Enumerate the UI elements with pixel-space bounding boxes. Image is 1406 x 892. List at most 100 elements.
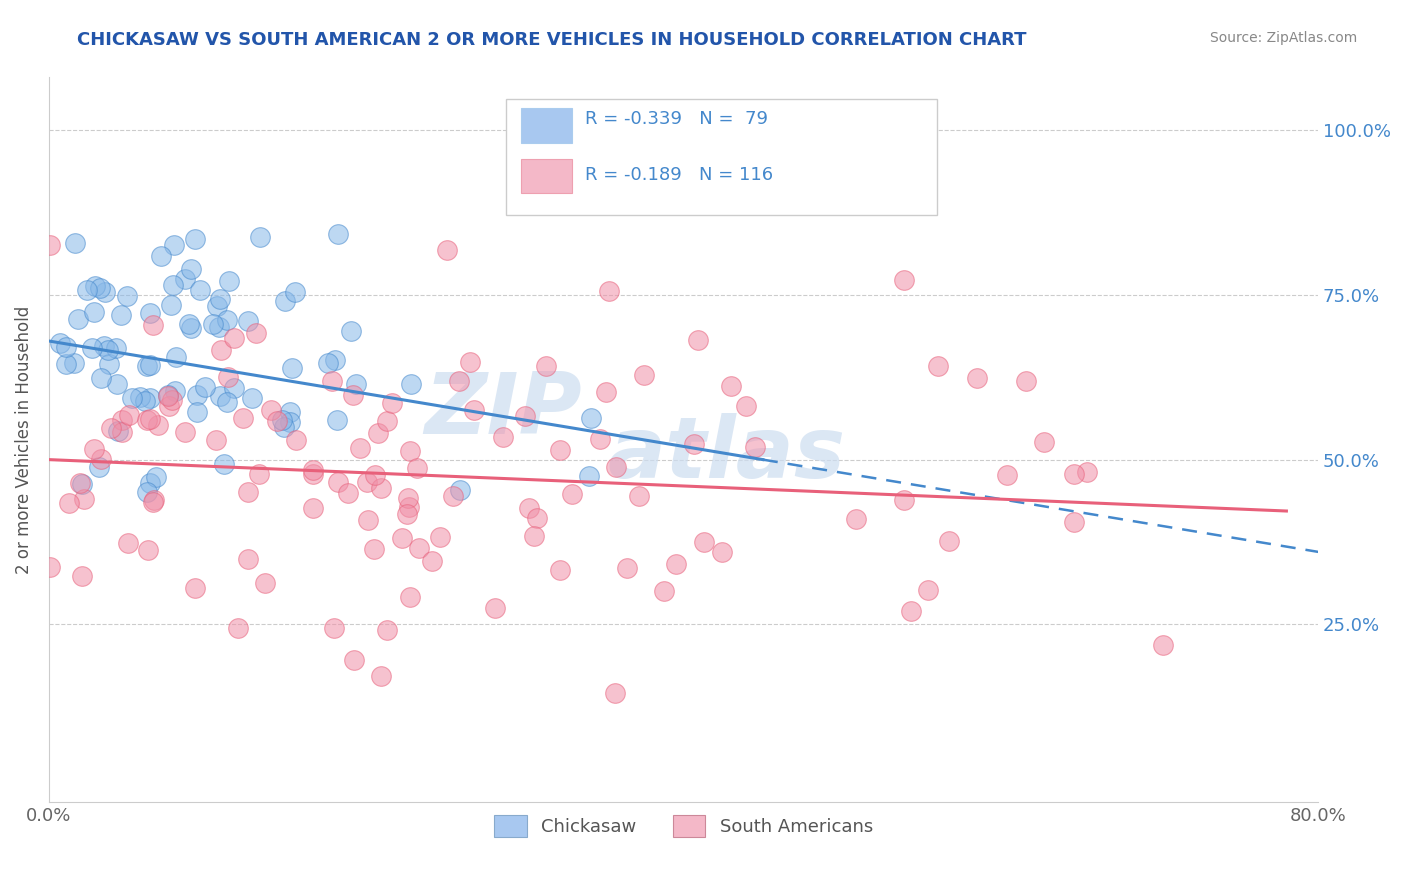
- Point: [316, 356, 339, 370]
- Point: [688, 333, 710, 347]
- Point: [370, 669, 392, 683]
- Point: [228, 621, 250, 635]
- Point: [180, 321, 202, 335]
- Point: [69, 475, 91, 490]
- Text: Source: ZipAtlas.com: Source: ZipAtlas.com: [1209, 31, 1357, 45]
- Point: [39, 237, 62, 252]
- Point: [136, 542, 159, 557]
- Point: [605, 459, 627, 474]
- Point: [284, 285, 307, 300]
- Point: [893, 273, 915, 287]
- Point: [94, 285, 117, 299]
- Point: [148, 417, 170, 432]
- Point: [83, 442, 105, 456]
- Point: [357, 513, 380, 527]
- Point: [201, 318, 224, 332]
- Point: [145, 469, 167, 483]
- Point: [349, 441, 371, 455]
- Text: ZIP: ZIP: [425, 369, 582, 452]
- Point: [356, 475, 378, 489]
- Point: [391, 531, 413, 545]
- Point: [209, 292, 232, 306]
- Point: [363, 542, 385, 557]
- Point: [139, 305, 162, 319]
- Point: [1063, 515, 1085, 529]
- Point: [463, 402, 485, 417]
- Point: [1033, 435, 1056, 450]
- Point: [367, 425, 389, 440]
- Point: [62, 356, 84, 370]
- Point: [217, 395, 239, 409]
- Point: [217, 313, 239, 327]
- Point: [260, 402, 283, 417]
- Point: [845, 512, 868, 526]
- Point: [55, 357, 77, 371]
- Text: R = -0.339   N =  79: R = -0.339 N = 79: [585, 111, 768, 128]
- Point: [548, 563, 571, 577]
- Point: [344, 376, 367, 391]
- Point: [598, 284, 620, 298]
- Point: [447, 374, 470, 388]
- Point: [90, 452, 112, 467]
- Point: [517, 500, 540, 515]
- Point: [236, 314, 259, 328]
- Point: [278, 416, 301, 430]
- Point: [302, 501, 325, 516]
- FancyBboxPatch shape: [506, 99, 938, 215]
- Point: [107, 424, 129, 438]
- Point: [184, 232, 207, 246]
- Point: [363, 467, 385, 482]
- Point: [266, 413, 288, 427]
- Point: [1152, 639, 1174, 653]
- Point: [118, 408, 141, 422]
- Point: [458, 355, 481, 369]
- Point: [370, 481, 392, 495]
- Point: [87, 460, 110, 475]
- Point: [212, 457, 235, 471]
- Point: [323, 352, 346, 367]
- Point: [163, 238, 186, 252]
- Point: [578, 468, 600, 483]
- Point: [278, 405, 301, 419]
- Point: [429, 530, 451, 544]
- Point: [104, 341, 127, 355]
- Point: [523, 528, 546, 542]
- Point: [339, 324, 361, 338]
- Point: [1076, 466, 1098, 480]
- Point: [236, 552, 259, 566]
- Point: [184, 581, 207, 595]
- Y-axis label: 2 or more Vehicles in Household: 2 or more Vehicles in Household: [15, 306, 32, 574]
- Point: [1063, 467, 1085, 481]
- Point: [232, 410, 254, 425]
- Point: [179, 317, 201, 331]
- Point: [683, 437, 706, 451]
- Point: [326, 412, 349, 426]
- Point: [399, 376, 422, 391]
- Point: [245, 326, 267, 340]
- Point: [326, 227, 349, 242]
- Point: [735, 399, 758, 413]
- Point: [150, 249, 173, 263]
- Point: [76, 283, 98, 297]
- Point: [156, 388, 179, 402]
- Point: [449, 483, 471, 497]
- Point: [218, 274, 240, 288]
- Point: [173, 272, 195, 286]
- Point: [121, 392, 143, 406]
- Point: [188, 283, 211, 297]
- Point: [165, 351, 187, 365]
- Point: [84, 279, 107, 293]
- Point: [398, 500, 420, 515]
- Point: [665, 558, 688, 572]
- Point: [422, 553, 444, 567]
- Point: [100, 420, 122, 434]
- Point: [398, 443, 420, 458]
- Point: [395, 507, 418, 521]
- Point: [93, 339, 115, 353]
- Point: [328, 475, 350, 489]
- Point: [254, 575, 277, 590]
- Point: [70, 569, 93, 583]
- Point: [163, 384, 186, 398]
- Point: [186, 388, 208, 402]
- Point: [744, 440, 766, 454]
